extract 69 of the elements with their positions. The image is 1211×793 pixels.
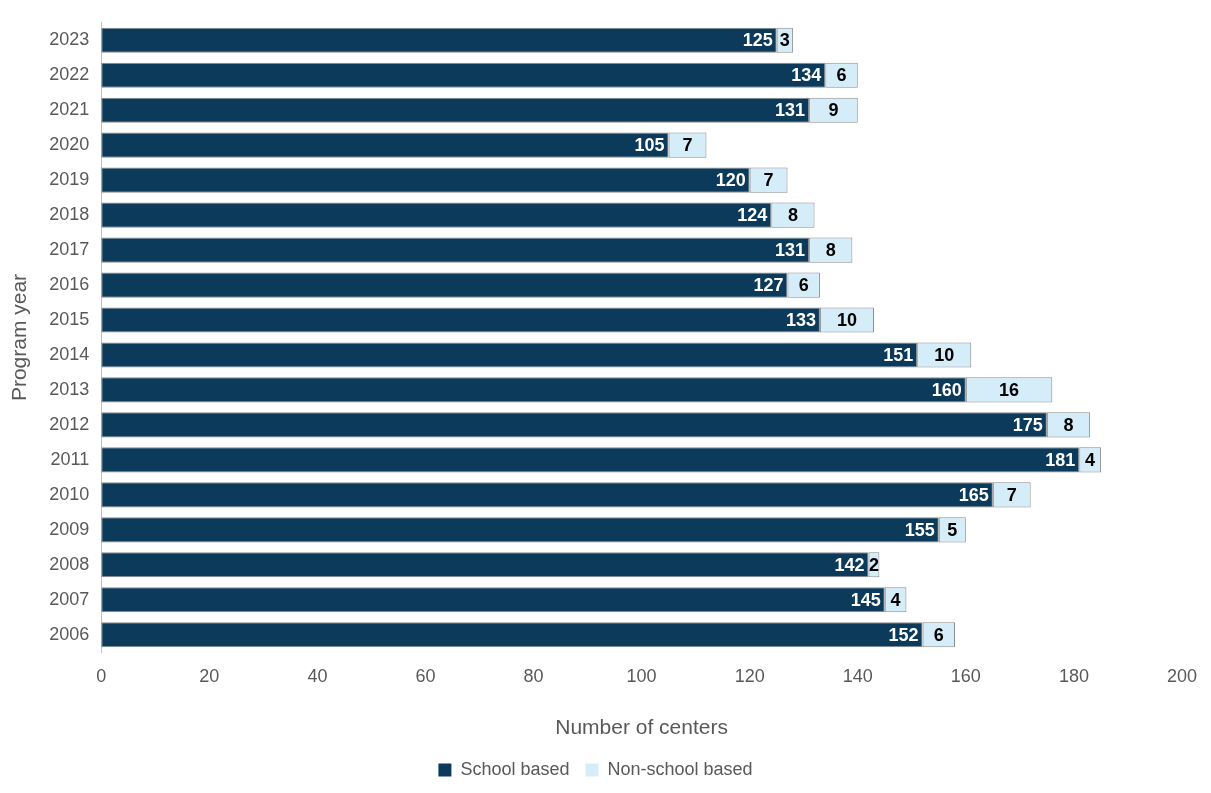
data-label: 124 <box>737 205 768 226</box>
y-axis-title: Program year <box>7 273 31 402</box>
data-label: 133 <box>785 309 816 330</box>
data-label: 7 <box>1006 484 1017 505</box>
data-label: 7 <box>682 135 693 156</box>
data-label: 160 <box>931 379 962 400</box>
y-tick-label: 2012 <box>49 413 90 434</box>
data-label: 131 <box>775 100 806 121</box>
y-tick-label: 2006 <box>49 623 90 644</box>
data-label: 6 <box>933 624 944 645</box>
x-tick-label: 0 <box>96 665 107 686</box>
data-label: 175 <box>1012 414 1043 435</box>
data-label: 8 <box>825 240 836 261</box>
data-label: 16 <box>999 379 1020 400</box>
y-tick-label: 2008 <box>49 553 90 574</box>
data-label: 145 <box>850 589 881 610</box>
data-label: 131 <box>775 240 806 261</box>
x-tick-label: 100 <box>626 665 657 686</box>
data-label: 8 <box>1063 414 1074 435</box>
data-label: 151 <box>883 344 914 365</box>
data-label: 120 <box>715 170 746 191</box>
x-axis-title: Number of centers <box>555 715 728 739</box>
x-tick-label: 60 <box>415 665 436 686</box>
y-tick-label: 2015 <box>49 308 90 329</box>
data-label: 134 <box>791 65 822 86</box>
legend-label: School based <box>460 758 570 779</box>
x-tick-label: 180 <box>1058 665 1089 686</box>
data-label: 4 <box>890 589 901 610</box>
x-tick-label: 120 <box>734 665 765 686</box>
data-label: 10 <box>934 344 955 365</box>
y-tick-label: 2019 <box>49 169 90 190</box>
data-label: 181 <box>1045 449 1076 470</box>
y-tick-label: 2017 <box>49 239 90 260</box>
y-tick-label: 2021 <box>49 99 90 120</box>
data-label: 105 <box>634 135 665 156</box>
data-label: 9 <box>828 100 839 121</box>
x-tick-label: 80 <box>523 665 544 686</box>
data-label: 7 <box>763 170 774 191</box>
data-label: 125 <box>742 30 773 51</box>
y-tick-label: 2023 <box>49 29 90 50</box>
x-tick-label: 160 <box>950 665 981 686</box>
data-label: 5 <box>947 519 958 540</box>
y-tick-label: 2007 <box>49 588 90 609</box>
data-label: 6 <box>836 65 847 86</box>
y-tick-label: 2022 <box>49 64 90 85</box>
legend-label: Non-school based <box>607 758 753 779</box>
y-tick-label: 2014 <box>49 343 90 364</box>
data-label: 6 <box>798 275 809 296</box>
data-label: 3 <box>779 30 790 51</box>
data-label: 2 <box>868 554 879 575</box>
data-label: 152 <box>888 624 919 645</box>
x-tick-label: 20 <box>199 665 220 686</box>
y-tick-label: 2020 <box>49 134 90 155</box>
data-label: 10 <box>836 309 857 330</box>
y-tick-label: 2009 <box>49 518 90 539</box>
x-tick-label: 140 <box>842 665 873 686</box>
data-label: 155 <box>904 519 935 540</box>
data-label: 165 <box>958 484 989 505</box>
x-tick-label: 40 <box>307 665 328 686</box>
y-tick-label: 2018 <box>49 204 90 225</box>
y-tick-label: 2013 <box>49 378 90 399</box>
y-tick-label: 2016 <box>49 274 90 295</box>
x-tick-label: 200 <box>1166 665 1198 686</box>
data-label: 8 <box>787 205 798 226</box>
data-label: 127 <box>753 275 784 296</box>
y-tick-label: 2010 <box>49 483 90 504</box>
data-label: 4 <box>1085 449 1096 470</box>
data-label: 142 <box>834 554 865 575</box>
y-tick-label: 2011 <box>50 448 90 469</box>
